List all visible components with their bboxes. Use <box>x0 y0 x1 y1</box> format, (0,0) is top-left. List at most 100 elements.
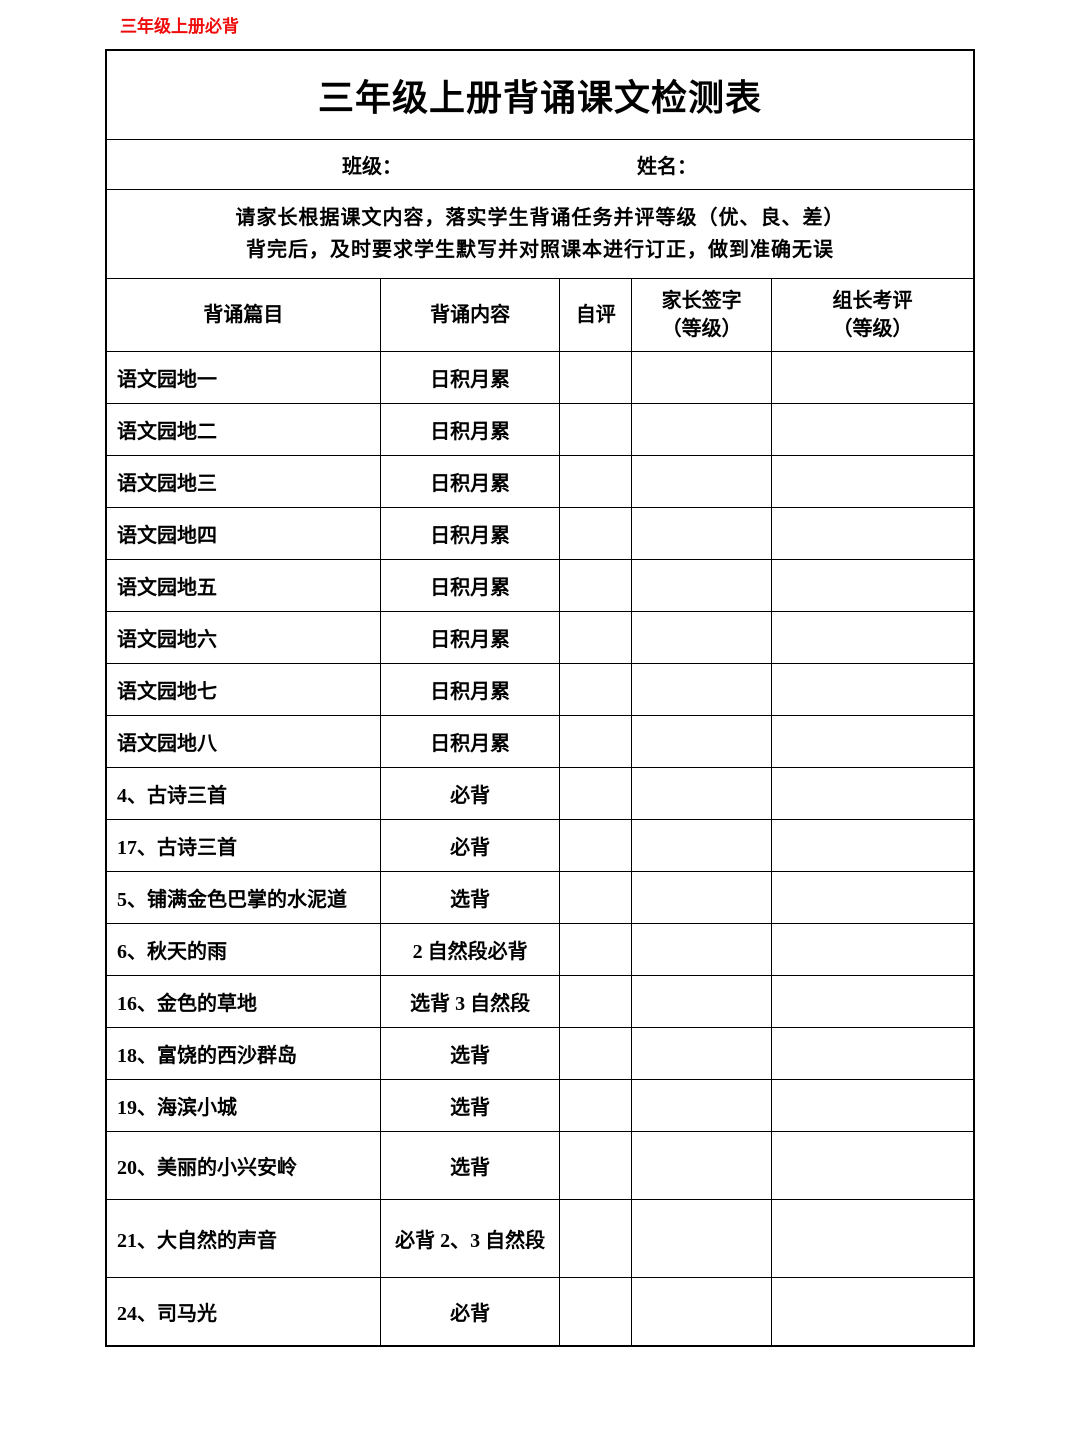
cell-title: 17、古诗三首 <box>106 820 380 872</box>
page-header: 三年级上册必背 <box>0 12 1080 37</box>
instructions-cell: 请家长根据课文内容，落实学生背诵任务并评等级（优、良、差） 背完后，及时要求学生… <box>106 190 974 279</box>
instructions-line2: 背完后，及时要求学生默写并对照课本进行订正，做到准确无误 <box>115 234 965 266</box>
cell-content: 选背 <box>380 1028 560 1080</box>
cell-title: 语文园地四 <box>106 508 380 560</box>
cell-title: 5、铺满金色巴掌的水泥道 <box>106 872 380 924</box>
cell-content: 必背 <box>380 1278 560 1346</box>
class-label: 班级： <box>342 150 637 179</box>
cell-leader <box>771 1080 974 1132</box>
cell-title: 语文园地二 <box>106 404 380 456</box>
table-row: 18、富饶的西沙群岛选背 <box>106 1028 974 1080</box>
cell-parent <box>632 456 772 508</box>
cell-self <box>560 1080 632 1132</box>
cell-leader <box>771 1132 974 1200</box>
cell-self <box>560 872 632 924</box>
cell-title: 24、司马光 <box>106 1278 380 1346</box>
table-row: 16、金色的草地选背 3 自然段 <box>106 976 974 1028</box>
info-cell: 班级： 姓名： <box>106 140 974 190</box>
cell-parent <box>632 612 772 664</box>
cell-title: 6、秋天的雨 <box>106 924 380 976</box>
cell-content: 日积月累 <box>380 664 560 716</box>
cell-title: 16、金色的草地 <box>106 976 380 1028</box>
table-row: 语文园地一日积月累 <box>106 352 974 404</box>
table-title: 三年级上册背诵课文检测表 <box>106 50 974 140</box>
cell-parent <box>632 664 772 716</box>
table-row: 24、司马光必背 <box>106 1278 974 1346</box>
cell-self <box>560 1132 632 1200</box>
cell-parent <box>632 924 772 976</box>
cell-self <box>560 976 632 1028</box>
table-row: 20、美丽的小兴安岭选背 <box>106 1132 974 1200</box>
cell-title: 18、富饶的西沙群岛 <box>106 1028 380 1080</box>
column-headers: 背诵篇目 背诵内容 自评 家长签字 （等级） 组长考评 （等级） <box>106 279 974 352</box>
cell-leader <box>771 560 974 612</box>
cell-content: 日积月累 <box>380 404 560 456</box>
title-row: 三年级上册背诵课文检测表 <box>106 50 974 140</box>
cell-self <box>560 352 632 404</box>
cell-content: 必背 <box>380 768 560 820</box>
cell-self <box>560 924 632 976</box>
table-row: 语文园地七日积月累 <box>106 664 974 716</box>
cell-parent <box>632 352 772 404</box>
table-row: 语文园地三日积月累 <box>106 456 974 508</box>
cell-content: 日积月累 <box>380 612 560 664</box>
cell-self <box>560 456 632 508</box>
cell-leader <box>771 820 974 872</box>
cell-leader <box>771 924 974 976</box>
cell-leader <box>771 404 974 456</box>
cell-leader <box>771 976 974 1028</box>
cell-self <box>560 664 632 716</box>
cell-parent <box>632 560 772 612</box>
cell-leader <box>771 1278 974 1346</box>
cell-leader <box>771 768 974 820</box>
cell-self <box>560 768 632 820</box>
cell-content: 必背 2、3 自然段 <box>380 1200 560 1278</box>
cell-parent <box>632 1200 772 1278</box>
cell-parent <box>632 1278 772 1346</box>
cell-self <box>560 716 632 768</box>
cell-parent <box>632 508 772 560</box>
cell-parent <box>632 716 772 768</box>
header-self: 自评 <box>560 279 632 352</box>
table-row: 21、大自然的声音必背 2、3 自然段 <box>106 1200 974 1278</box>
cell-content: 日积月累 <box>380 508 560 560</box>
cell-title: 20、美丽的小兴安岭 <box>106 1132 380 1200</box>
cell-leader <box>771 1028 974 1080</box>
cell-self <box>560 560 632 612</box>
table-row: 语文园地四日积月累 <box>106 508 974 560</box>
table-row: 19、海滨小城选背 <box>106 1080 974 1132</box>
table-row: 语文园地八日积月累 <box>106 716 974 768</box>
cell-self <box>560 1278 632 1346</box>
cell-parent <box>632 1028 772 1080</box>
cell-title: 语文园地六 <box>106 612 380 664</box>
name-label: 姓名： <box>637 150 697 179</box>
cell-title: 语文园地三 <box>106 456 380 508</box>
header-leader-l1: 组长考评 <box>832 290 912 312</box>
table-row: 17、古诗三首必背 <box>106 820 974 872</box>
cell-self <box>560 1028 632 1080</box>
cell-content: 日积月累 <box>380 560 560 612</box>
table-row: 4、古诗三首必背 <box>106 768 974 820</box>
cell-title: 语文园地一 <box>106 352 380 404</box>
header-parent-l2: （等级） <box>662 318 742 340</box>
header-leader-l2: （等级） <box>832 318 912 340</box>
cell-self <box>560 612 632 664</box>
cell-leader <box>771 612 974 664</box>
cell-content: 选背 <box>380 872 560 924</box>
header-content: 背诵内容 <box>380 279 560 352</box>
cell-leader <box>771 456 974 508</box>
cell-self <box>560 1200 632 1278</box>
cell-parent <box>632 976 772 1028</box>
cell-title: 语文园地五 <box>106 560 380 612</box>
cell-title: 语文园地七 <box>106 664 380 716</box>
header-leader: 组长考评 （等级） <box>771 279 974 352</box>
cell-parent <box>632 1080 772 1132</box>
header-title: 背诵篇目 <box>106 279 380 352</box>
recitation-table: 三年级上册背诵课文检测表 班级： 姓名： 请家长根据课文内容，落实学生背诵任务并… <box>105 49 975 1347</box>
cell-content: 日积月累 <box>380 456 560 508</box>
cell-leader <box>771 664 974 716</box>
cell-title: 4、古诗三首 <box>106 768 380 820</box>
table-row: 6、秋天的雨2 自然段必背 <box>106 924 974 976</box>
cell-leader <box>771 352 974 404</box>
cell-content: 2 自然段必背 <box>380 924 560 976</box>
